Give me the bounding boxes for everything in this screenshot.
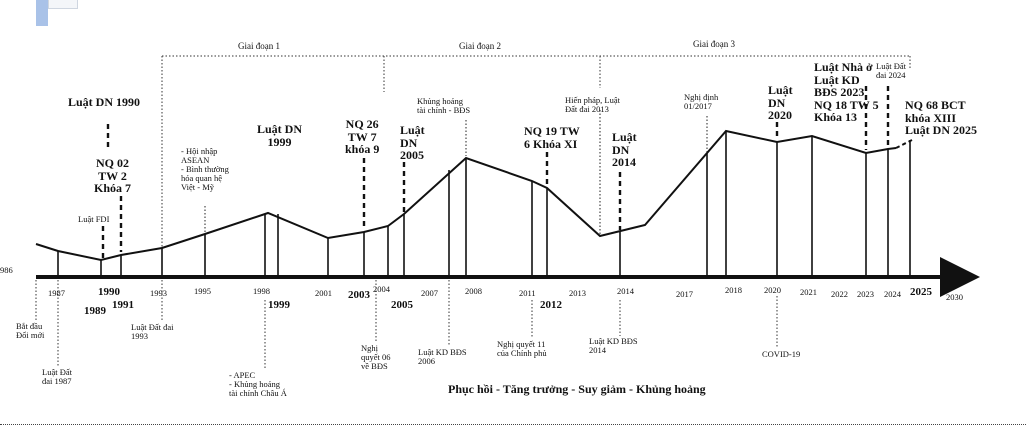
- event-year-bold: 1991: [112, 299, 134, 311]
- label-hoi-nhap-asean: - Hội nhập ASEAN - Bình thường hóa quan …: [181, 146, 229, 192]
- axis-year: 2001: [315, 288, 332, 298]
- event-year-bold: 2003: [348, 289, 370, 301]
- label-covid-19: COVID-19: [762, 349, 801, 359]
- label-khung-hoang-tai-chinh-bds: Khủng hoảng tài chính - BĐS: [417, 96, 471, 115]
- axis-year: 2011: [519, 288, 536, 298]
- phase-3-title: Giai đoạn 3: [693, 39, 735, 49]
- corner-blue-block: [36, 0, 48, 26]
- event-year-bold: 2005: [391, 299, 413, 311]
- label-luat-kd-bds-2014: Luật KD BĐS 2014: [589, 336, 638, 355]
- label-nghi-dinh-01-2017: Nghị định 01/2017: [684, 92, 719, 111]
- phase-brackets: [161, 55, 911, 248]
- label-luat-dn-1990: Luật DN 1990: [68, 95, 141, 109]
- event-year-bold: 2012: [540, 299, 562, 311]
- diagram-caption: Phục hồi - Tăng trưởng - Suy giảm - Khủn…: [448, 382, 706, 396]
- bottom-dotted-border: [0, 424, 1026, 425]
- label-nghi-quyet-11: Nghị quyết 11 của Chính phủ: [497, 339, 547, 358]
- label-luat-fdi: Luật FDI: [78, 214, 110, 224]
- axis-year: 2004: [373, 284, 390, 294]
- label-nghi-quyet-06: Nghị quyết 06 về BĐS: [361, 343, 391, 371]
- callout-dashes-up: [101, 86, 890, 258]
- axis-year: 2017: [676, 289, 693, 299]
- axis-start-label: 986: [0, 265, 13, 275]
- axis-year: 2008: [465, 286, 482, 296]
- axis-year: 2021: [800, 287, 817, 297]
- event-year-bold: 1989: [84, 305, 106, 317]
- axis-year: 1995: [194, 286, 211, 296]
- axis-year: 2025: [910, 286, 932, 298]
- label-hien-phap: Hiến pháp, Luật Đất đai 2013: [565, 95, 620, 114]
- label-bat-dau-doi-moi: Bắt đầu Đổi mới: [16, 321, 45, 340]
- label-nq-68: NQ 68 BCT khóa XIII Luật DN 2025: [905, 98, 978, 138]
- label-luat-dn-2005: Luật DN 2005: [400, 123, 425, 163]
- label-luat-dat-dai-1993: Luật Đất đai 1993: [131, 322, 174, 341]
- axis-year: 2014: [617, 286, 634, 296]
- axis-year: 2020: [764, 285, 781, 295]
- phase-2-title: Giai đoạn 2: [459, 41, 501, 51]
- event-year-bold: 1999: [268, 299, 290, 311]
- axis-year: 2007: [421, 288, 438, 298]
- axis-year: 2022: [831, 289, 848, 299]
- trend-line: [35, 129, 897, 262]
- label-luat-kd-bds-2006: Luật KD BĐS 2006: [418, 347, 467, 366]
- callout-thin-up: [204, 110, 708, 234]
- label-apec: - APEC - Khủng hoảng tài chính Châu Á: [229, 370, 287, 398]
- label-luat-dn-2014: Luật DN 2014: [612, 130, 637, 170]
- axis-year: 1998: [253, 286, 270, 296]
- axis-year: 2023: [857, 289, 874, 299]
- axis-year: 1993: [150, 288, 167, 298]
- axis-year: 2030: [946, 292, 963, 302]
- axis-year: 1987: [48, 288, 65, 298]
- axis-year: 1990: [98, 286, 120, 298]
- label-nq-02: NQ 02 TW 2 Khóa 7: [94, 156, 132, 196]
- label-nq-26: NQ 26 TW 7 khóa 9: [345, 117, 380, 157]
- label-nq-19: NQ 19 TW 6 Khóa XI: [524, 124, 580, 151]
- label-luat-dn-2020: Luật DN 2020: [768, 83, 793, 123]
- phase-1-title: Giai đoạn 1: [238, 41, 280, 51]
- label-luat-dat-dai-1987: Luật Đất đai 1987: [42, 367, 72, 386]
- event-lines: [57, 131, 911, 277]
- axis-year: 2013: [569, 288, 586, 298]
- label-luat-dn-1999: Luật DN 1999: [257, 122, 303, 149]
- axis-year: 2018: [725, 285, 742, 295]
- label-luat-nha-o: Luật Nhà ở Luật KD BĐS 2023 NQ 18 TW 5 K…: [814, 60, 879, 125]
- callout-dashes-down: [35, 280, 778, 370]
- label-luat-dat-dai-2024: Luật Đất đai 2024: [876, 61, 906, 80]
- corner-gray-block: [48, 0, 78, 9]
- axis-year: 2024: [884, 289, 901, 299]
